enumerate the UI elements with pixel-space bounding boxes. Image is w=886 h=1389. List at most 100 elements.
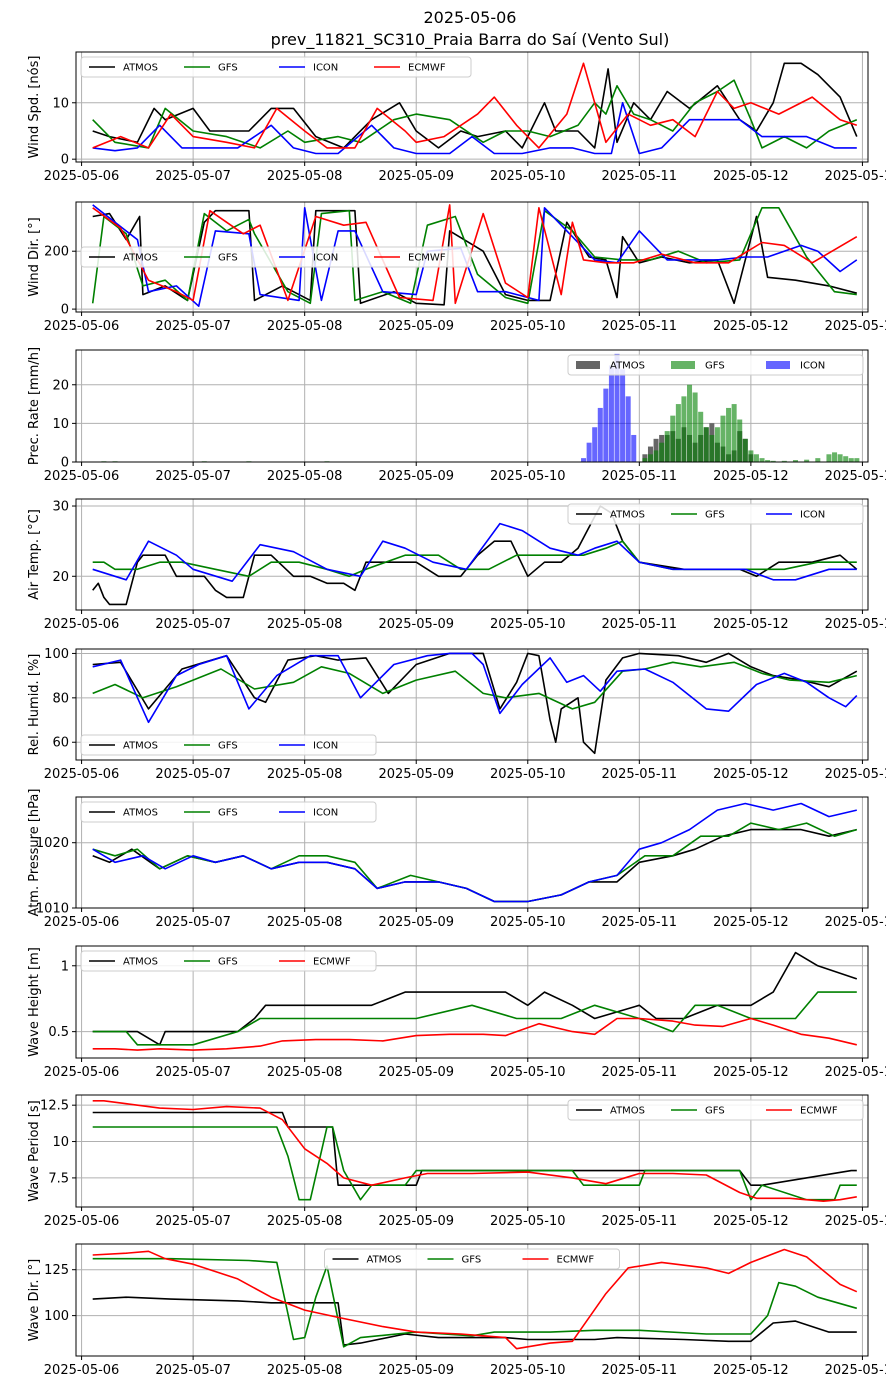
legend-box	[567, 503, 864, 525]
precip-bar	[742, 438, 748, 462]
series-line	[92, 991, 857, 1046]
legend-label: GFS	[218, 741, 238, 752]
x-tick-label: 2025-05-11	[602, 1363, 678, 1378]
axes-frame	[75, 51, 869, 163]
precip-bar	[737, 419, 743, 462]
legend-label: GFS	[705, 1106, 725, 1117]
x-tick-label: 2025-05-11	[602, 469, 678, 484]
precip-bar	[642, 458, 648, 462]
chart-panel: 2025-05-06 2025-05-07 2025-05-08 2025-05-09…	[27, 498, 886, 632]
y-axis-label: Wind Spd. [nós]	[27, 56, 42, 159]
precip-bar	[687, 384, 693, 462]
legend-swatch	[766, 361, 790, 369]
x-tick-label: 2025-05-13	[825, 767, 886, 782]
y-tick-label: 0	[61, 153, 69, 168]
precip-bar	[792, 460, 799, 462]
legend-label: ATMOS	[610, 361, 645, 372]
x-tick-label: 2025-05-08	[267, 1065, 343, 1080]
precip-bar	[848, 458, 854, 462]
axes-frame	[75, 201, 869, 313]
legend: ATMOS GFS ICON ECMWF	[80, 246, 472, 268]
series-line	[92, 802, 857, 903]
legend-box	[80, 56, 472, 78]
legend-label: ATMOS	[610, 510, 645, 521]
legend: ATMOS GFS ECMWF	[567, 1099, 864, 1121]
precip-bar	[804, 459, 810, 462]
legend: ATMOS GFS ECMWF	[80, 950, 377, 972]
series-line	[92, 652, 858, 755]
x-tick-label: 2025-05-13	[825, 1363, 886, 1378]
x-tick-label: 2025-05-08	[267, 469, 343, 484]
series-line	[92, 102, 857, 155]
legend-box	[80, 734, 377, 756]
x-tick-label: 2025-05-08	[267, 319, 343, 334]
x-tick-label: 2025-05-10	[490, 169, 566, 184]
series-line	[91, 207, 857, 305]
x-tick-label: 2025-05-13	[825, 1214, 886, 1229]
precip-bar	[781, 460, 787, 462]
x-tick-label: 2025-05-13	[825, 1065, 886, 1080]
chart-panel: 2025-05-06 2025-05-07 2025-05-08 2025-05-09…	[27, 789, 886, 930]
chart-panel: 2025-05-06 2025-05-07 2025-05-08 2025-05-09…	[27, 347, 886, 484]
precip-bar	[698, 411, 704, 462]
legend-box	[567, 1099, 864, 1121]
legend-label: ATMOS	[123, 957, 158, 968]
x-tick-label: 2025-05-13	[825, 319, 886, 334]
legend-box	[80, 801, 377, 823]
x-tick-label: 2025-05-11	[602, 169, 678, 184]
x-tick-label: 2025-05-11	[602, 1065, 678, 1080]
legend-label: GFS	[705, 361, 725, 372]
x-tick-label: 2025-05-06	[44, 169, 120, 184]
axes-frame	[75, 1094, 869, 1208]
series-line	[92, 1100, 857, 1202]
precip-bar	[603, 388, 609, 462]
y-axis-label: Prec. Rate [mm/h]	[27, 347, 42, 465]
x-tick-label: 2025-05-08	[267, 169, 343, 184]
x-tick-label: 2025-05-06	[44, 469, 120, 484]
x-tick-label: 2025-05-08	[267, 915, 343, 930]
x-tick-label: 2025-05-12	[713, 169, 789, 184]
axes-frame	[75, 498, 869, 611]
x-tick-label: 2025-05-08	[267, 767, 343, 782]
series-line	[92, 652, 858, 724]
legend-swatch	[576, 361, 600, 369]
x-tick-label: 2025-05-10	[490, 319, 566, 334]
precip-bar	[714, 427, 720, 462]
y-axis-label: Rel. Humid. [%]	[27, 654, 42, 756]
legend-label: ICON	[313, 741, 338, 752]
y-tick-label: 200	[44, 245, 69, 260]
x-tick-label: 2025-05-10	[490, 617, 566, 632]
precip-bar	[608, 365, 614, 462]
y-tick-label: 1020	[36, 836, 69, 851]
legend-label: ECMWF	[408, 63, 446, 74]
legend-label: ECMWF	[408, 253, 446, 264]
x-tick-label: 2025-05-06	[44, 617, 120, 632]
x-tick-label: 2025-05-12	[713, 469, 789, 484]
legend-label: ECMWF	[557, 1255, 595, 1266]
series-line	[92, 1017, 857, 1051]
series-line	[92, 661, 857, 710]
legend-label: ATMOS	[123, 63, 158, 74]
chart-panel: 2025-05-06 2025-05-07 2025-05-08 2025-05-09…	[27, 1243, 886, 1378]
precip-bar	[586, 442, 592, 462]
y-tick-label: 20	[52, 570, 69, 585]
precip-bar	[720, 415, 726, 462]
x-tick-label: 2025-05-13	[825, 169, 886, 184]
precip-bar	[770, 460, 776, 462]
series-line	[92, 62, 858, 149]
x-tick-label: 2025-05-07	[155, 1214, 231, 1229]
legend-label: GFS	[218, 63, 238, 74]
series-line	[92, 1111, 857, 1186]
precip-bar	[647, 454, 653, 462]
y-axis-label: Wave Dir. [°]	[27, 1259, 42, 1342]
precip-bar	[675, 404, 681, 462]
legend-label: ATMOS	[610, 1106, 645, 1117]
precip-bar	[681, 396, 687, 462]
legend-box	[324, 1248, 620, 1270]
y-tick-label: 7.5	[48, 1171, 69, 1186]
y-axis-label: Atm. Pressure [hPa]	[27, 789, 42, 917]
x-tick-label: 2025-05-10	[490, 1363, 566, 1378]
y-tick-label: 80	[52, 691, 69, 706]
legend-label: ATMOS	[123, 741, 158, 752]
legend-label: GFS	[462, 1255, 482, 1266]
